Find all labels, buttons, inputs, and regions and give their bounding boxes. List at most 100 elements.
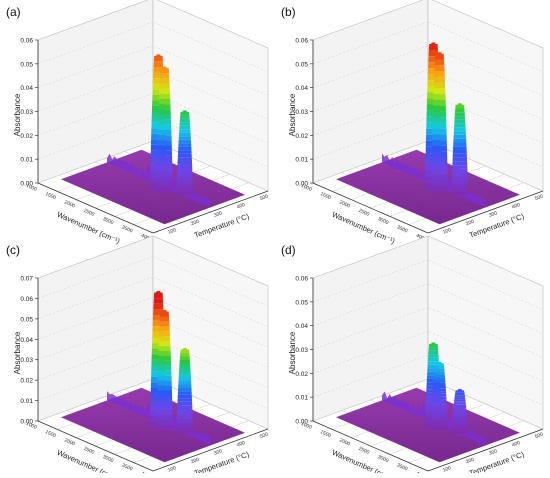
peak-segment [431,145,448,152]
peak-segment [452,165,468,169]
peak-segment [157,135,172,141]
peak-segment [452,150,467,154]
peak-segment [452,420,468,423]
peak-segment [431,424,448,428]
peak-cap [162,66,167,70]
x-tick-label: 2500 [358,446,371,456]
z-axis-line [152,428,269,472]
grid-line [37,317,269,368]
z-tick-label: 500 [534,432,544,441]
z-tick-label: 200 [190,457,200,466]
peak-segment [156,400,173,406]
grid-line [37,0,269,49]
peak-segment [176,415,193,420]
peak-cap [437,361,442,365]
peak-segment [432,134,447,141]
y-tick-label: 0.01 [295,395,308,402]
y-tick-label: 0.01 [20,157,33,164]
peak-segment [176,184,194,189]
peak-cap [457,388,463,393]
panel-label: (d) [281,243,296,257]
z-tick-label: 500 [534,194,544,203]
x-tick-label: 2500 [83,208,96,218]
grid-line [312,235,544,287]
y-tick-label: 0.06 [295,276,308,283]
z-tick-label: 200 [465,219,475,228]
peak-segment [451,422,468,425]
peak-segment [454,123,466,128]
z-tick-label: 400 [511,440,521,449]
peak-segment [433,385,446,389]
peak-segment [156,415,173,421]
y-tick-label: 0.03 [20,357,33,364]
peak-segment [454,112,465,117]
grid-line [37,358,269,409]
peak-segment [451,427,469,430]
chart-panel-3: (c) 0.00 0.01 0.02 0.03 0.04 0.05 0.06 0.07 Absor… [6,235,269,478]
peak-segment [177,405,193,409]
peak-segment [432,117,447,123]
y-tick-label: 0.06 [20,38,33,45]
x-tick-label: 4000 [140,233,153,243]
x-tick-label: 1000 [25,183,38,193]
peak-segment [454,397,466,400]
peak-segment [454,395,466,398]
x-tick-label: 3500 [121,224,134,234]
peak-segment [159,83,170,89]
peak-segment [179,129,191,133]
peak-segment [433,374,446,378]
x-tick-label: 1500 [44,191,57,201]
y-tick-label: 0.06 [20,296,33,303]
peak-segment [452,161,468,166]
peak-segment [178,143,192,147]
peak-segment [432,393,447,397]
x-tick-label: 1000 [25,421,38,431]
peak-segment [434,71,445,77]
peak-segment [159,321,170,327]
z-tick-label: 100 [167,465,177,473]
peak-segment [451,426,468,428]
peak-segment [431,163,448,169]
y-axis-label: Absorbance [13,93,22,136]
peak-segment [179,125,191,130]
x-tick-label: 4000 [415,233,428,243]
peak-segment [157,124,172,131]
peak-1 [176,110,194,196]
peak-segment [453,131,466,135]
y-axis-label: Absorbance [288,93,297,136]
peak-segment [156,390,173,396]
peak-segment [178,146,192,151]
grid-line [312,93,544,144]
x-axis-line [37,182,154,234]
peak-segment [432,399,447,403]
peak-segment [432,404,447,408]
peak-segment [428,350,439,355]
peak-segment [157,375,172,381]
chart-panel-4: (d) 0.00 0.01 0.02 0.03 0.04 0.05 0.06 Absorbanc… [281,235,544,478]
peak-segment [431,174,448,181]
peak-segment [177,394,192,399]
x-tick-label: 3000 [377,454,390,464]
peak-segment [179,118,190,123]
peak-segment [433,388,446,392]
peak-segment [158,114,171,120]
peak-segment [179,367,191,371]
x-tick-label: 1000 [300,421,313,431]
z-tick-label: 300 [213,210,223,219]
peak-segment [176,429,194,434]
x-tick-label: 2000 [63,437,76,447]
peak-segment [451,172,468,177]
peak-segment [452,415,468,418]
peak-cap [182,110,188,114]
peak-3 [156,309,173,430]
peak-segment [153,55,163,62]
grid-line [312,0,544,49]
y-axis-label: Absorbance [288,331,297,374]
peak-segment [178,150,192,154]
peak-segment [453,406,467,409]
x-tick-label: 3000 [102,216,115,226]
peak-segment [176,412,193,416]
peak-segment [177,157,192,161]
peak-segment [431,168,448,175]
peak-segment [178,373,191,378]
